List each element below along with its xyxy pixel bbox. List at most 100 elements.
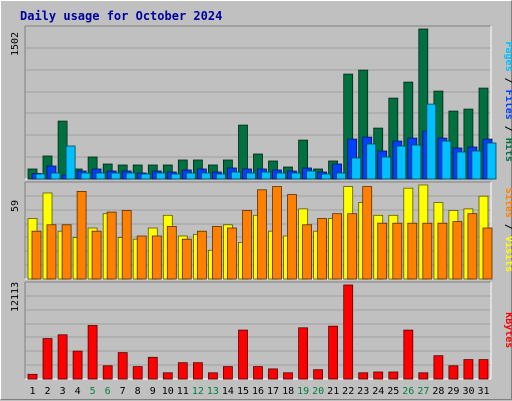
bar-kbytes-day-12 [192,362,203,380]
chart-title: Daily usage for October 2024 [20,9,222,23]
bar-sites-day-23 [362,186,373,280]
bar-sites-day-3 [61,224,72,280]
x-tick-label-day-3: 3 [60,386,66,397]
bar-pages-day-9 [155,172,166,180]
bar-sites-day-10 [166,225,177,280]
bar-pages-day-22 [351,157,362,180]
bar-sites-day-4 [76,190,87,280]
x-tick-label-day-25: 25 [387,386,399,397]
x-tick-label-day-21: 21 [327,386,339,397]
x-tick-label-day-31: 31 [477,386,489,397]
bar-kbytes-day-3 [57,334,68,380]
bar-pages-day-3 [65,145,76,180]
bar-pages-day-15 [246,172,256,180]
series-axis-label-part: KBytes [503,312,512,348]
series-axis-label: Pages / Files / Hits [503,42,512,162]
panel-background [25,282,491,379]
bar-sites-day-11 [181,238,192,280]
series-axis-label-part: Visits [503,236,512,272]
bar-sites-day-20 [317,218,328,280]
bar-sites-day-25 [392,222,403,280]
x-tick-label-day-18: 18 [282,386,294,397]
x-tick-label-day-9: 9 [150,386,156,397]
bar-kbytes-day-8 [132,366,143,380]
bar-sites-day-27 [422,222,433,280]
bar-pages-day-17 [276,172,286,180]
bar-sites-day-22 [347,213,358,280]
bar-pages-day-6 [110,172,121,180]
x-tick-label-day-16: 16 [252,386,264,397]
bar-kbytes-day-27 [418,372,429,380]
panel-kbytes: 12113 KBytes [10,281,512,380]
bar-pages-day-26 [411,144,422,180]
series-axis-label: KBytes [503,312,512,348]
series-axis-label: Sites / Visits [503,188,512,272]
x-tick-label-day-28: 28 [432,386,444,397]
bar-kbytes-day-2 [42,338,53,380]
bar-kbytes-day-13 [207,372,218,380]
x-tick-label-day-13: 13 [207,386,219,397]
bar-kbytes-day-4 [72,350,83,380]
x-tick-label-day-27: 27 [417,386,429,397]
bar-sites-day-5 [91,230,102,280]
bar-sites-day-30 [467,213,478,280]
x-tick-label-day-23: 23 [357,386,369,397]
bar-kbytes-day-1 [27,373,38,380]
bar-pages-day-28 [441,140,452,180]
bar-pages-day-16 [261,171,271,180]
bar-pages-day-18 [291,172,301,180]
y-max-label: 1502 [10,32,21,56]
bar-kbytes-day-15 [238,329,248,380]
bar-kbytes-day-26 [403,329,414,380]
bar-kbytes-day-19 [298,327,309,380]
bar-kbytes-day-10 [162,372,173,380]
bar-kbytes-day-29 [448,365,459,380]
series-axis-label-part: Hits [503,138,512,162]
bar-kbytes-day-18 [283,372,293,380]
x-tick-label-day-11: 11 [177,386,189,397]
bar-kbytes-day-28 [433,355,444,380]
bar-sites-day-12 [196,230,207,280]
x-tick-label-day-10: 10 [162,386,174,397]
bar-kbytes-day-25 [388,371,399,380]
bar-pages-day-30 [471,150,482,180]
bar-kbytes-day-30 [463,359,474,380]
bar-pages-day-24 [381,156,392,180]
bar-sites-day-9 [151,235,162,280]
x-tick-label-day-7: 7 [120,386,126,397]
bar-pages-day-20 [321,173,332,180]
x-tick-label-day-29: 29 [447,386,459,397]
x-tick-label-day-17: 17 [267,386,279,397]
bar-kbytes-day-17 [268,368,278,380]
x-tick-label-day-24: 24 [372,386,384,397]
bar-sites-day-13 [211,225,222,280]
x-tick-label-day-2: 2 [44,386,50,397]
x-tick-label-day-22: 22 [342,386,354,397]
series-axis-label-part: Pages [503,42,512,72]
bar-kbytes-day-31 [478,359,489,380]
x-tick-label-day-19: 19 [297,386,309,397]
x-tick-label-day-26: 26 [402,386,414,397]
bar-kbytes-day-6 [102,365,113,380]
series-axis-label-part: Files [503,90,512,120]
series-axis-label-part: Sites [503,188,512,218]
bar-pages-day-29 [456,151,467,180]
bar-sites-day-15 [242,210,252,280]
bar-kbytes-day-7 [117,352,128,380]
y-max-label: 12113 [10,282,21,312]
panel-visits-sites: 59 Sites / Visits [10,181,512,280]
bar-pages-day-5 [95,172,106,180]
bar-sites-day-21 [332,213,343,280]
bar-pages-day-7 [125,172,136,180]
x-tick-label-day-20: 20 [312,386,324,397]
bar-sites-day-19 [302,224,313,280]
bar-pages-day-2 [50,172,61,180]
bar-sites-day-1 [31,230,42,280]
bar-pages-day-12 [200,172,211,180]
x-tick-label-day-4: 4 [75,386,81,397]
bar-pages-day-14 [230,171,241,180]
panel-hits-files-pages: 1502 Pages / Files / Hits [10,25,512,180]
bar-kbytes-day-14 [222,366,233,380]
bar-pages-day-31 [486,142,497,180]
